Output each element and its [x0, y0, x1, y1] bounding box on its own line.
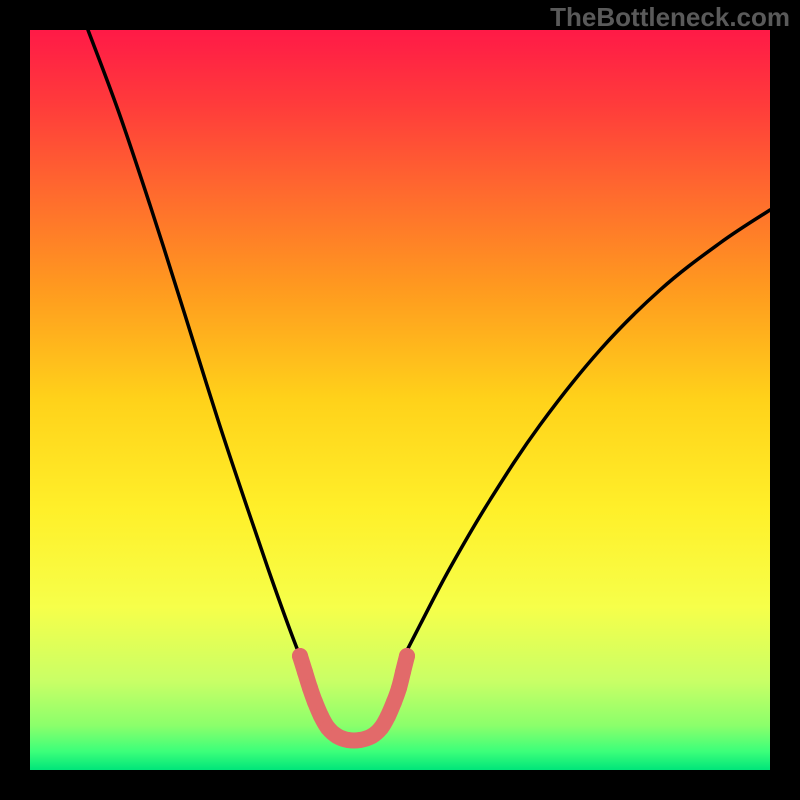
bottom-segment-dot — [380, 708, 396, 724]
watermark-text: TheBottleneck.com — [550, 2, 790, 33]
bottom-segment-dot — [391, 680, 407, 696]
curve-left-branch — [88, 30, 303, 664]
curve-right-branch — [400, 210, 770, 664]
outer-frame: TheBottleneck.com — [0, 0, 800, 800]
bottom-segment-dot — [302, 680, 318, 696]
bottom-segment-dot — [297, 664, 313, 680]
bottom-segment-dot — [399, 648, 415, 664]
bottom-segment-dot — [292, 648, 308, 664]
bottom-segment-dot — [386, 694, 402, 710]
bottom-segment-dot — [307, 694, 323, 710]
bottom-segment-dot — [395, 664, 411, 680]
curve-layer — [0, 0, 800, 800]
